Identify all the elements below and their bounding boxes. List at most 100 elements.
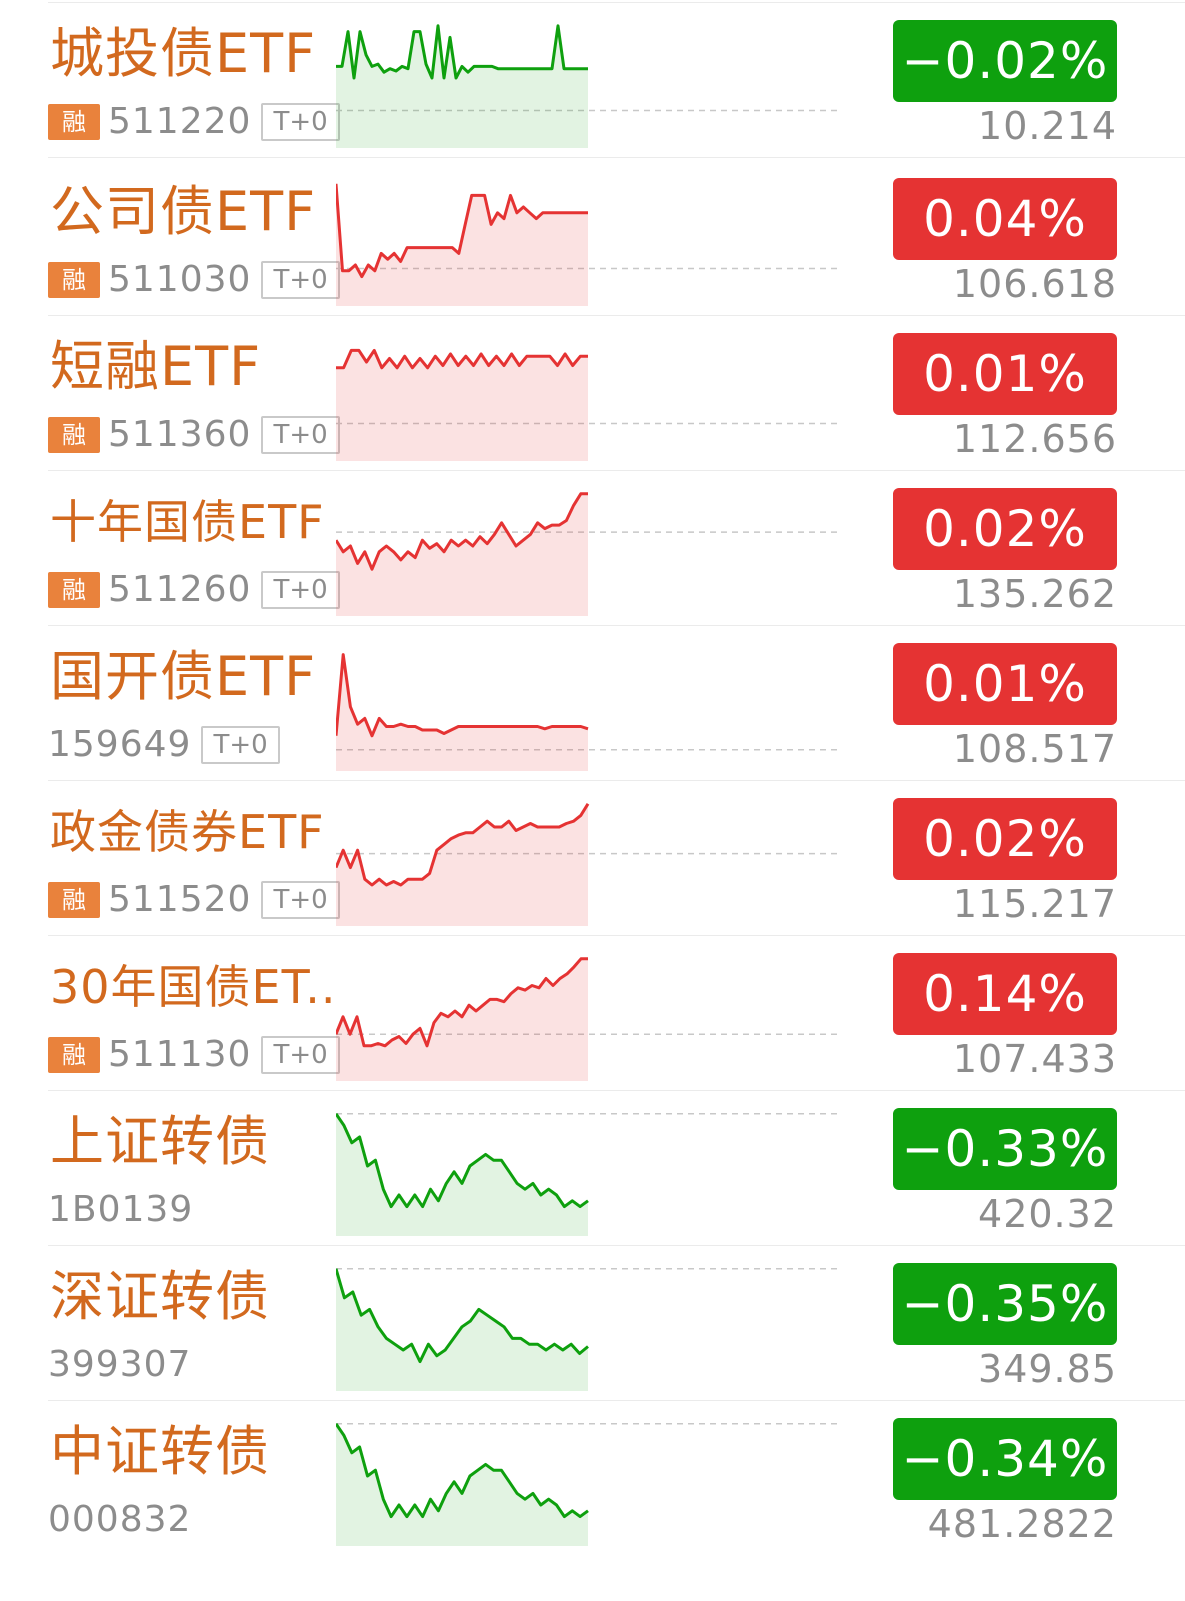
- meta: 融 511130 T+0: [48, 1035, 340, 1075]
- change-badge[interactable]: −0.35%: [893, 1263, 1117, 1345]
- meta: 融 511220 T+0: [48, 102, 340, 142]
- sparkline-chart: [336, 1422, 840, 1546]
- sparkline-line: [336, 492, 588, 571]
- row-divider: [48, 1400, 1185, 1401]
- t0-badge: T+0: [261, 261, 340, 299]
- price: 106.618: [952, 262, 1117, 306]
- index-code: 000832: [48, 1499, 192, 1540]
- row-divider: [48, 1245, 1185, 1246]
- price: 10.214: [978, 104, 1117, 148]
- etf-row[interactable]: 上证转债 1B0139 −0.33% 420.32: [0, 1088, 1185, 1246]
- margin-badge: 融: [48, 417, 100, 453]
- margin-badge: 融: [48, 882, 100, 918]
- meta: 融 511360 T+0: [48, 415, 340, 455]
- etf-code: 511260: [108, 569, 252, 610]
- change-badge[interactable]: 0.14%: [893, 953, 1117, 1035]
- row-top-divider: [48, 2, 1185, 3]
- etf-code: 511130: [108, 1034, 252, 1075]
- etf-code: 511520: [108, 879, 252, 920]
- row-divider: [48, 1090, 1185, 1091]
- sparkline-chart: [336, 957, 840, 1081]
- sparkline-chart: [336, 803, 840, 926]
- margin-badge: 融: [48, 262, 100, 298]
- sparkline-area: [336, 803, 588, 926]
- sparkline-area: [336, 1268, 588, 1391]
- change-badge[interactable]: 0.02%: [893, 488, 1117, 570]
- row-divider: [48, 157, 1185, 158]
- etf-name: 短融ETF: [50, 335, 262, 398]
- margin-badge: 融: [48, 104, 100, 140]
- change-badge[interactable]: −0.33%: [893, 1108, 1117, 1190]
- etf-name: 政金债券ETF: [50, 805, 325, 859]
- etf-name: 公司债ETF: [50, 180, 317, 243]
- etf-row[interactable]: 国开债ETF 159649 T+0 0.01% 108.517: [0, 623, 1185, 781]
- etf-name: 中证转债: [50, 1420, 270, 1483]
- t0-badge: T+0: [201, 726, 280, 764]
- margin-badge: 融: [48, 1037, 100, 1073]
- meta: 融 511260 T+0: [48, 570, 340, 610]
- change-badge[interactable]: −0.34%: [893, 1418, 1117, 1500]
- etf-name: 30年国债ET...: [50, 960, 335, 1014]
- change-badge[interactable]: 0.04%: [893, 178, 1117, 260]
- sparkline-line: [336, 183, 588, 279]
- sparkline-line: [336, 1268, 589, 1364]
- price: 420.32: [978, 1192, 1117, 1236]
- row-divider: [48, 780, 1185, 781]
- meta: 融 511030 T+0: [48, 260, 340, 300]
- t0-badge: T+0: [261, 416, 340, 454]
- etf-name: 城投债ETF: [50, 22, 317, 85]
- meta: 399307: [48, 1345, 201, 1385]
- row-divider: [48, 625, 1185, 626]
- sparkline-area: [336, 958, 588, 1081]
- etf-name: 国开债ETF: [50, 645, 317, 708]
- sparkline-chart: [336, 183, 840, 306]
- price: 112.656: [952, 417, 1117, 461]
- sparkline-line: [336, 653, 589, 738]
- index-code: 1B0139: [48, 1189, 194, 1230]
- row-divider: [48, 470, 1185, 471]
- price: 481.2822: [927, 1502, 1117, 1546]
- sparkline-chart: [336, 492, 840, 616]
- meta: 159649 T+0: [48, 725, 280, 765]
- etf-row[interactable]: 公司债ETF 融 511030 T+0 0.04% 106.618: [0, 158, 1185, 316]
- sparkline-chart: [336, 348, 840, 461]
- etf-row[interactable]: 短融ETF 融 511360 T+0 0.01% 112.656: [0, 313, 1185, 471]
- sparkline-line: [336, 348, 588, 370]
- sparkline-area: [336, 654, 588, 771]
- t0-badge: T+0: [261, 103, 340, 141]
- sparkline-area: [336, 1113, 588, 1236]
- etf-code: 159649: [48, 724, 192, 765]
- row-divider: [48, 935, 1185, 936]
- price: 115.217: [952, 882, 1117, 926]
- change-badge[interactable]: 0.01%: [893, 333, 1117, 415]
- etf-code: 511360: [108, 414, 252, 455]
- change-badge[interactable]: 0.02%: [893, 798, 1117, 880]
- sparkline-chart: [336, 24, 840, 148]
- change-badge[interactable]: 0.01%: [893, 643, 1117, 725]
- index-code: 399307: [48, 1344, 192, 1385]
- etf-name: 深证转债: [50, 1265, 270, 1328]
- sparkline-line: [336, 24, 588, 80]
- change-badge[interactable]: −0.02%: [893, 20, 1117, 102]
- sparkline-area: [336, 493, 588, 616]
- meta: 1B0139: [48, 1190, 203, 1230]
- price: 135.262: [952, 572, 1117, 616]
- etf-row[interactable]: 城投债ETF 融 511220 T+0 −0.02% 10.214: [0, 0, 1185, 158]
- etf-row[interactable]: 政金债券ETF 融 511520 T+0 0.02% 115.217: [0, 778, 1185, 936]
- price: 107.433: [952, 1037, 1117, 1081]
- etf-row[interactable]: 30年国债ET... 融 511130 T+0 0.14% 107.433: [0, 933, 1185, 1091]
- etf-row[interactable]: 十年国债ETF 融 511260 T+0 0.02% 135.262: [0, 468, 1185, 626]
- sparkline-area: [336, 1423, 588, 1546]
- price: 349.85: [978, 1347, 1117, 1391]
- price: 108.517: [952, 727, 1117, 771]
- etf-row[interactable]: 深证转债 399307 −0.35% 349.85: [0, 1243, 1185, 1401]
- etf-row[interactable]: 中证转债 000832 −0.34% 481.2822: [0, 1398, 1185, 1556]
- sparkline-line: [336, 803, 590, 887]
- etf-name: 上证转债: [50, 1110, 270, 1173]
- sparkline-chart: [336, 653, 840, 771]
- sparkline-chart: [336, 1112, 840, 1236]
- sparkline-line: [336, 957, 588, 1048]
- sparkline-chart: [336, 1268, 840, 1391]
- t0-badge: T+0: [261, 881, 340, 919]
- t0-badge: T+0: [261, 1036, 340, 1074]
